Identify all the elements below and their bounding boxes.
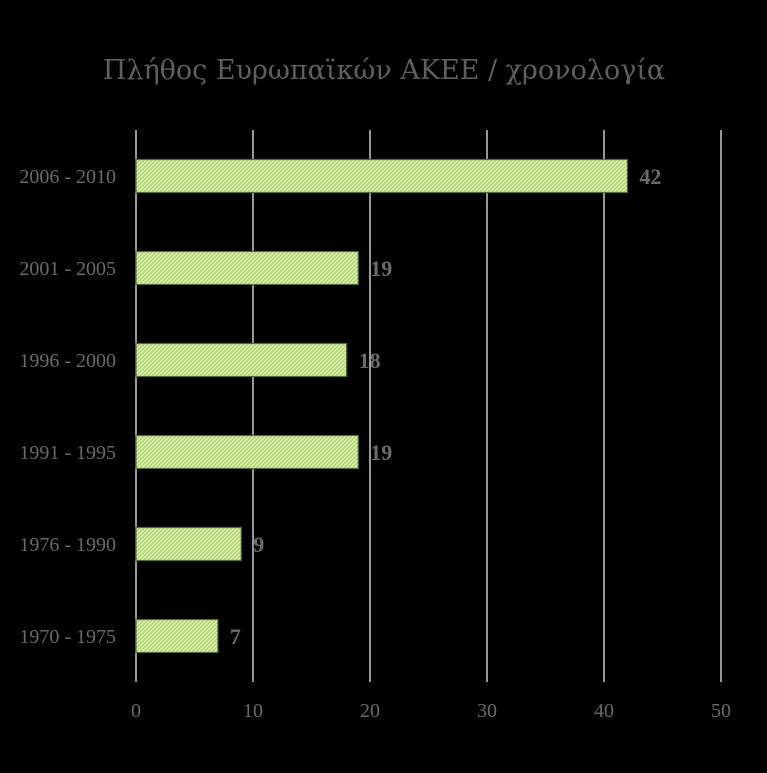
bar-2001-2005	[135, 250, 359, 286]
category-label: 2006 - 2010	[19, 166, 116, 188]
data-label: 9	[253, 532, 264, 557]
x-tick-label: 30	[477, 700, 497, 722]
chart-title: Πλήθος Ευρωπαϊκών ΑΚΕΕ / χρονολογία	[103, 55, 665, 86]
data-label: 42	[639, 164, 661, 189]
bar-1970-1975	[135, 618, 219, 654]
data-label: 18	[359, 348, 381, 373]
x-tick-label: 40	[594, 700, 614, 722]
x-tick-label: 50	[711, 700, 731, 722]
category-label: 1970 - 1975	[19, 626, 116, 648]
category-label: 1996 - 2000	[19, 350, 116, 372]
bars	[135, 158, 628, 654]
category-label: 1976 - 1990	[19, 534, 116, 556]
data-label: 19	[370, 256, 392, 281]
data-label: 7	[230, 624, 241, 649]
bar-1996-2000	[135, 342, 348, 378]
category-label: 1991 - 1995	[19, 442, 116, 464]
gridlines	[135, 130, 722, 682]
bar-1991-1995	[135, 434, 359, 470]
x-tick-label: 10	[243, 700, 263, 722]
x-tick-label: 0	[131, 700, 141, 722]
category-label: 2001 - 2005	[19, 258, 116, 280]
bar-2006-2010	[135, 158, 628, 194]
data-label: 19	[370, 440, 392, 465]
x-tick-label: 20	[360, 700, 380, 722]
bar-1976-1990	[135, 526, 242, 562]
